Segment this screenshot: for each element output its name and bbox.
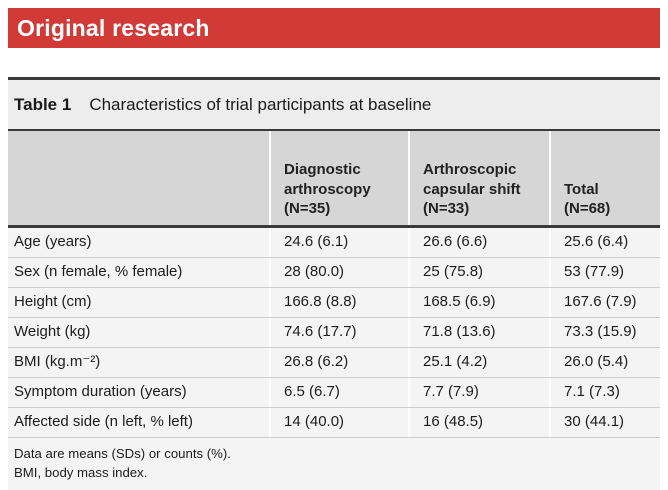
header-line: (N=35): [284, 199, 331, 217]
value-cell: 53 (77.9): [549, 258, 660, 287]
header-line: Diagnostic: [284, 161, 361, 179]
value-cell: 74.6 (17.7): [269, 318, 408, 347]
value-cell: 30 (44.1): [549, 408, 660, 437]
row-label: Affected side (n left, % left): [14, 413, 193, 430]
header-cell-empty: [8, 131, 269, 225]
table-row-bmi: BMI (kg.m⁻²) 26.8 (6.2) 25.1 (4.2) 26.0 …: [8, 348, 660, 378]
header-line: arthroscopy: [284, 180, 371, 198]
table-row-sex: Sex (n female, % female) 28 (80.0) 25 (7…: [8, 258, 660, 288]
table-row-height: Height (cm) 166.8 (8.8) 168.5 (6.9) 167.…: [8, 288, 660, 318]
table-row-weight: Weight (kg) 74.6 (17.7) 71.8 (13.6) 73.3…: [8, 318, 660, 348]
row-label: Height (cm): [14, 293, 92, 310]
value-cell: 7.1 (7.3): [549, 378, 660, 407]
value-cell: 71.8 (13.6): [408, 318, 549, 347]
header-line: capsular shift: [423, 180, 521, 198]
value-cell: 16 (48.5): [408, 408, 549, 437]
table-1: Table 1 Characteristics of trial partici…: [8, 77, 660, 490]
row-label: Weight (kg): [14, 323, 91, 340]
value-cell: 26.8 (6.2): [269, 348, 408, 377]
value-cell: 25.1 (4.2): [408, 348, 549, 377]
header-cell-arthroscopic-capsular-shift: Arthroscopic capsular shift (N=33): [408, 131, 549, 225]
value-cell: 166.8 (8.8): [269, 288, 408, 317]
table-title-text: Characteristics of trial participants at…: [89, 94, 432, 114]
header-line: (N=68): [564, 199, 611, 217]
value-cell: 6.5 (6.7): [269, 378, 408, 407]
table-row-age: Age (years) 24.6 (6.1) 26.6 (6.6) 25.6 (…: [8, 228, 660, 258]
value-cell: 28 (80.0): [269, 258, 408, 287]
table-number-label: Table 1: [14, 94, 72, 114]
header-line: Total: [564, 180, 599, 198]
header-cell-total: Total (N=68): [549, 131, 660, 225]
value-cell: 26.6 (6.6): [408, 228, 549, 257]
row-label: BMI (kg.m⁻²): [14, 353, 101, 370]
table-header-row: Diagnostic arthroscopy (N=35) Arthroscop…: [8, 131, 660, 228]
header-cell-diagnostic-arthroscopy: Diagnostic arthroscopy (N=35): [269, 131, 408, 225]
row-label: Age (years): [14, 233, 92, 250]
section-banner: Original research: [8, 8, 660, 48]
value-cell: 73.3 (15.9): [549, 318, 660, 347]
header-line: Arthroscopic: [423, 161, 517, 179]
table-row-symptom-duration: Symptom duration (years) 6.5 (6.7) 7.7 (…: [8, 378, 660, 408]
table-title-row: Table 1 Characteristics of trial partici…: [8, 80, 660, 131]
value-cell: 26.0 (5.4): [549, 348, 660, 377]
row-label: Sex (n female, % female): [14, 263, 183, 280]
table-row-affected-side: Affected side (n left, % left) 14 (40.0)…: [8, 408, 660, 438]
section-banner-label: Original research: [17, 14, 210, 41]
value-cell: 24.6 (6.1): [269, 228, 408, 257]
header-line: (N=33): [423, 199, 470, 217]
value-cell: 168.5 (6.9): [408, 288, 549, 317]
value-cell: 14 (40.0): [269, 408, 408, 437]
value-cell: 25.6 (6.4): [549, 228, 660, 257]
table-footnotes: Data are means (SDs) or counts (%). BMI,…: [8, 438, 660, 490]
value-cell: 7.7 (7.9): [408, 378, 549, 407]
value-cell: 25 (75.8): [408, 258, 549, 287]
row-label: Symptom duration (years): [14, 383, 187, 400]
value-cell: 167.6 (7.9): [549, 288, 660, 317]
footnote-line: Data are means (SDs) or counts (%).: [14, 446, 231, 461]
footnote-line: BMI, body mass index.: [14, 465, 148, 481]
